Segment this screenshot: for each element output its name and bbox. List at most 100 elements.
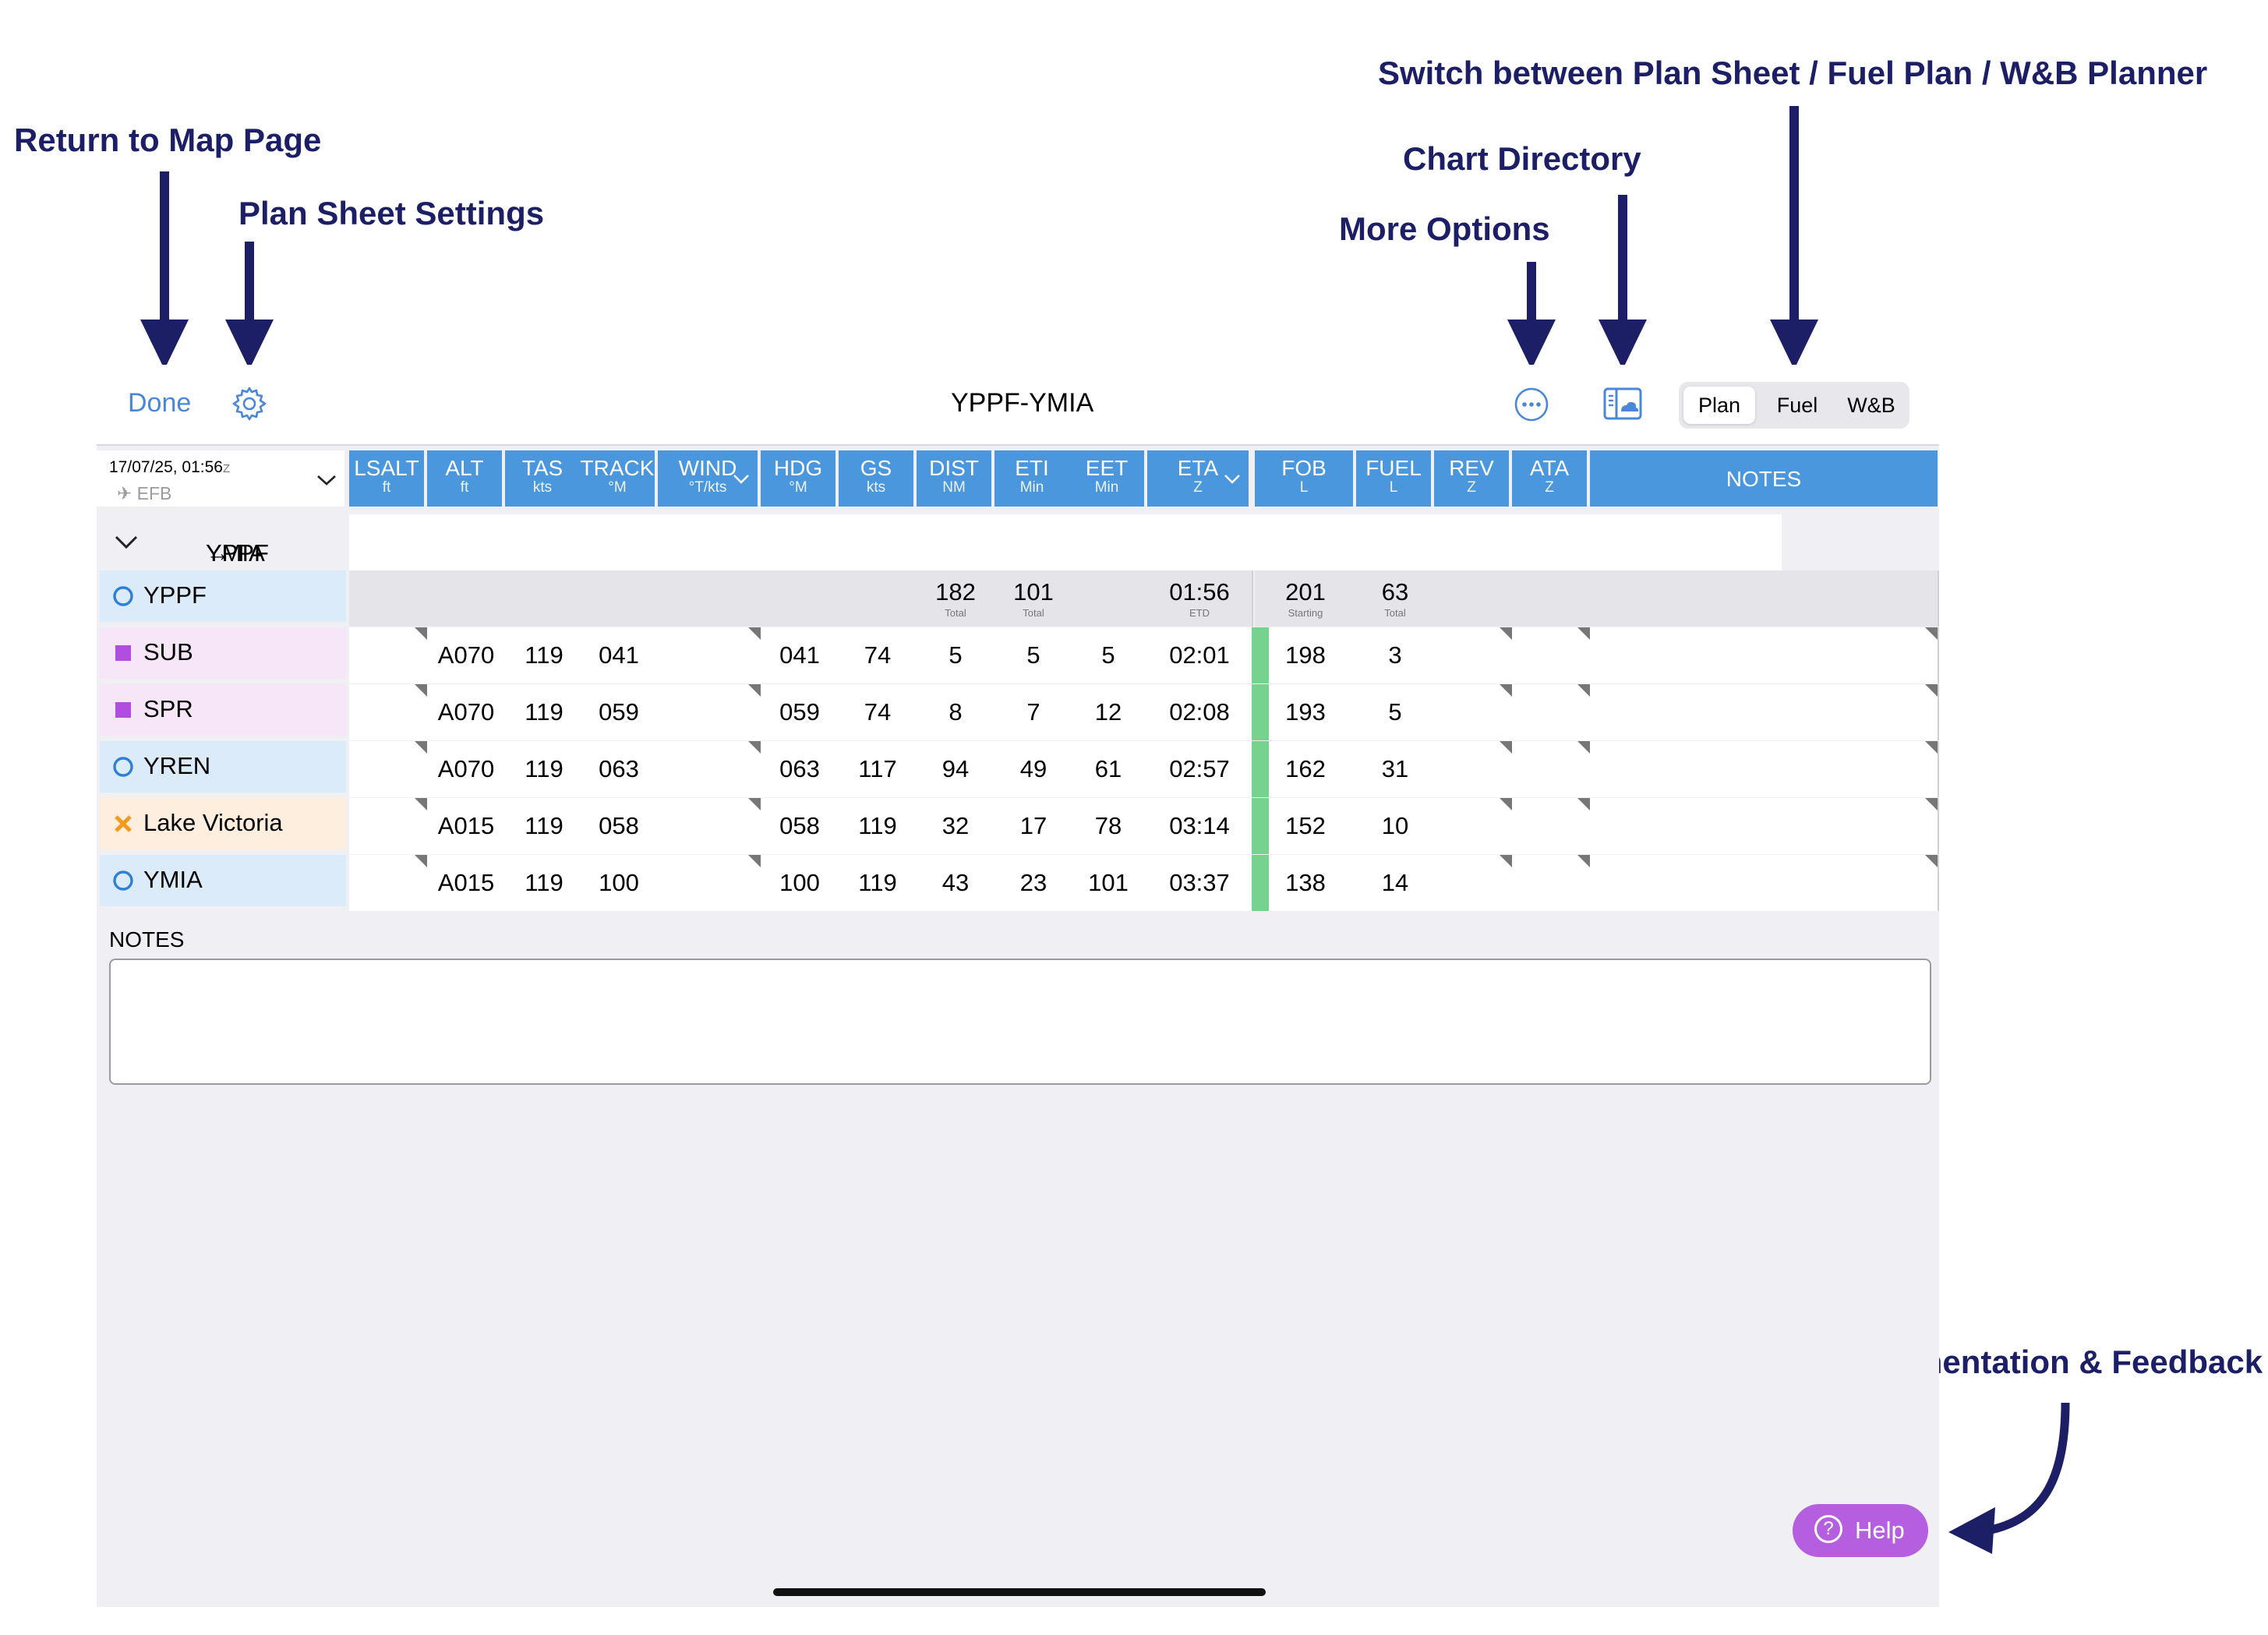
rev-cell[interactable] [1434,741,1514,797]
notes-cell[interactable] [1590,855,1939,911]
segment-fuel[interactable]: Fuel [1776,394,1818,417]
column-unit: °M [789,479,807,496]
editable-corner-marker [1577,855,1590,867]
chevron-down-icon [115,535,138,549]
fuel-cell: 3 [1356,627,1436,683]
column-header-alt[interactable]: ALT ft [427,450,502,507]
eta-cell: 03:14 [1147,798,1253,854]
column-header-tas[interactable]: TAS kts [505,450,580,507]
waypoint-name: Lake Victoria [143,809,283,836]
column-header-dist[interactable]: DIST NM [917,450,991,507]
column-header-rev[interactable]: REV Z [1434,450,1509,507]
fob-cell: 152 [1255,798,1358,854]
lsalt-cell[interactable] [349,798,429,854]
column-header-ata[interactable]: ATA Z [1512,450,1587,507]
wind-cell[interactable] [658,855,762,911]
alt-cell[interactable]: A015 [427,855,507,911]
ata-cell[interactable] [1512,741,1591,797]
waypoint-name-cell[interactable]: YREN [100,741,346,793]
cell-caption: Starting [1288,607,1323,619]
ata-cell[interactable] [1512,855,1591,911]
notes-cell[interactable] [1590,798,1939,854]
wind-cell[interactable] [658,798,762,854]
empty-cell [580,570,659,627]
notes-cell[interactable] [1590,684,1939,740]
alt-cell[interactable]: A070 [427,741,507,797]
column-header-lsalt[interactable]: LSALT ft [349,450,424,507]
gs-cell: 74 [839,684,918,740]
column-header-gs[interactable]: GS kts [839,450,913,507]
annotation-return-to-map: Return to Map Page [14,122,322,158]
dist-cell: 43 [917,855,996,911]
route-arrow: → [206,539,230,567]
more-options-icon[interactable] [1514,387,1549,422]
alt-cell[interactable]: A070 [427,627,507,683]
editable-corner-marker [1925,741,1938,754]
waypoint-name-cell[interactable]: SPR [100,684,346,736]
lsalt-cell[interactable] [349,741,429,797]
rev-cell[interactable] [1434,627,1514,683]
chevron-down-icon [733,475,749,484]
editable-corner-marker [1577,684,1590,697]
segment-wb[interactable]: W&B [1847,394,1895,417]
tas-cell[interactable]: 119 [505,741,585,797]
eet-cell: 5 [1069,627,1149,683]
eti-cell: 17 [994,798,1074,854]
lsalt-cell[interactable] [349,627,429,683]
date-text: 17/07/25, 01:56Z [109,458,230,477]
track-cell: 058 [580,798,659,854]
annotation-chart-directory: Chart Directory [1403,140,1641,177]
gear-icon[interactable] [231,385,268,422]
wind-cell[interactable] [658,627,762,683]
help-button[interactable]: ? Help [1793,1504,1928,1557]
empty-cell [349,570,429,627]
column-unit: °T/kts [688,479,727,496]
tas-cell[interactable]: 119 [505,684,585,740]
ata-cell[interactable] [1512,627,1591,683]
tas-cell[interactable]: 119 [505,855,585,911]
column-header-notes[interactable]: NOTES [1590,450,1938,507]
notes-cell[interactable] [1590,627,1939,683]
notes-cell[interactable] [1590,741,1939,797]
lsalt-cell[interactable] [349,855,429,911]
route-group-header[interactable]: YPPF → YMIA [97,514,344,570]
eet-cell: 61 [1069,741,1149,797]
editable-corner-marker [415,855,427,867]
column-header-eta[interactable]: ETA Z [1147,450,1249,507]
chart-directory-icon[interactable] [1602,387,1643,421]
alt-cell[interactable]: A015 [427,798,507,854]
segment-plan[interactable]: Plan [1683,387,1755,424]
column-header-fuel[interactable]: FUEL L [1356,450,1431,507]
cell-value: 63 [1381,578,1409,606]
dist-cell: 8 [917,684,996,740]
help-label: Help [1855,1517,1905,1544]
rev-cell[interactable] [1434,798,1514,854]
tas-cell[interactable]: 119 [505,627,585,683]
column-label: ETA [1177,456,1219,480]
waypoint-name-cell[interactable]: YPPF [100,570,346,622]
column-header-wind[interactable]: WIND °T/kts [658,450,758,507]
waypoint-name-cell[interactable]: Lake Victoria [100,798,346,849]
alt-cell[interactable]: A070 [427,684,507,740]
fuel-cell: 31 [1356,741,1436,797]
date-selector[interactable]: 17/07/25, 01:56Z ✈ EFB [97,450,344,507]
rev-cell[interactable] [1434,684,1514,740]
ata-cell[interactable] [1512,798,1591,854]
waypoint-name-cell[interactable]: SUB [100,627,346,679]
wind-cell[interactable] [658,741,762,797]
eta-cell: 02:57 [1147,741,1253,797]
done-button[interactable]: Done [128,388,192,418]
column-header-track[interactable]: TRACK °M [580,450,655,507]
wind-cell[interactable] [658,684,762,740]
column-header-eti[interactable]: ETI Min [994,450,1069,507]
notes-field[interactable] [109,959,1931,1085]
column-header-fob[interactable]: FOB L [1255,450,1353,507]
ata-cell[interactable] [1512,684,1591,740]
rev-cell[interactable] [1434,855,1514,911]
waypoint-name-cell[interactable]: YMIA [100,855,346,906]
tas-cell[interactable]: 119 [505,798,585,854]
lsalt-cell[interactable] [349,684,429,740]
column-header-hdg[interactable]: HDG °M [761,450,835,507]
hdg-cell: 059 [761,684,840,740]
column-header-eet[interactable]: EET Min [1069,450,1144,507]
